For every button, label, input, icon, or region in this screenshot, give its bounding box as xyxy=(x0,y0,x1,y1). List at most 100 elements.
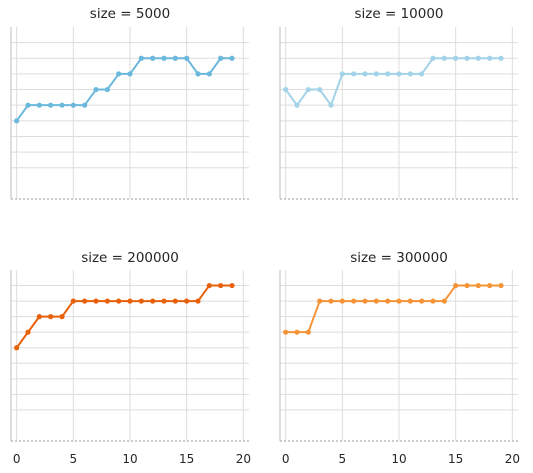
panel-size-5000: size = 5000 xyxy=(10,6,249,200)
data-point xyxy=(229,282,235,289)
data-point xyxy=(93,86,99,93)
data-point xyxy=(195,71,201,77)
x-tick-label: 20 xyxy=(236,452,251,466)
data-point xyxy=(82,298,88,304)
data-point xyxy=(93,298,99,304)
data-point xyxy=(138,55,144,61)
data-point xyxy=(464,282,470,289)
data-point xyxy=(373,298,379,304)
x-tick-label: 10 xyxy=(122,452,137,466)
data-point xyxy=(407,71,413,77)
data-point xyxy=(150,298,156,304)
data-point xyxy=(317,298,323,304)
data-point xyxy=(14,345,20,351)
data-point xyxy=(441,55,447,61)
data-point xyxy=(351,71,357,77)
data-point xyxy=(419,298,425,304)
data-point xyxy=(328,102,334,108)
data-point xyxy=(487,55,493,61)
data-point xyxy=(172,298,178,304)
data-point xyxy=(464,55,470,61)
data-point xyxy=(82,102,88,108)
panel-title: size = 5000 xyxy=(90,6,170,22)
data-point xyxy=(104,298,110,304)
data-point xyxy=(59,314,65,320)
data-point xyxy=(498,282,504,289)
data-point xyxy=(339,71,345,77)
data-point xyxy=(396,298,402,304)
data-point xyxy=(430,55,436,61)
data-point xyxy=(127,298,133,304)
data-point xyxy=(283,86,289,93)
data-point xyxy=(441,298,447,304)
x-tick-label: 0 xyxy=(282,452,290,466)
data-point xyxy=(283,329,289,335)
data-point xyxy=(25,329,31,335)
data-point xyxy=(150,55,156,61)
x-tick-label: 15 xyxy=(179,452,194,466)
data-point xyxy=(161,55,167,61)
data-point xyxy=(498,55,504,61)
data-point xyxy=(161,298,167,304)
data-point xyxy=(407,298,413,304)
data-point xyxy=(396,71,402,77)
data-point xyxy=(14,118,20,124)
x-tick-label: 10 xyxy=(391,452,406,466)
data-point xyxy=(328,298,334,304)
data-point xyxy=(487,282,493,289)
series-line xyxy=(285,284,501,334)
data-point xyxy=(294,102,300,108)
data-point xyxy=(339,298,345,304)
panel-size-10000: size = 10000 xyxy=(279,6,518,200)
x-tick-label: 0 xyxy=(13,452,21,466)
x-tick-label: 15 xyxy=(448,452,463,466)
data-point xyxy=(475,55,481,61)
series-line xyxy=(284,57,501,107)
data-point xyxy=(36,102,42,108)
data-point xyxy=(25,102,31,108)
panel-size-200000: size = 200000 0 5 10 15 20 xyxy=(10,250,251,466)
data-point xyxy=(317,86,323,93)
data-point xyxy=(70,102,76,108)
data-point xyxy=(430,298,436,304)
data-point xyxy=(104,86,110,93)
data-point xyxy=(48,102,54,108)
data-point xyxy=(70,298,76,304)
data-point xyxy=(59,102,65,108)
panel-title: size = 200000 xyxy=(81,250,179,266)
data-point xyxy=(351,298,357,304)
data-point xyxy=(48,314,54,320)
x-tick-label: 20 xyxy=(505,452,520,466)
data-point xyxy=(229,55,235,61)
data-point xyxy=(453,55,459,61)
data-point xyxy=(453,282,459,289)
data-point xyxy=(184,55,190,61)
data-point xyxy=(184,298,190,304)
data-point xyxy=(218,282,224,289)
data-point xyxy=(385,71,391,77)
data-point xyxy=(305,329,311,335)
data-point xyxy=(116,298,122,304)
data-point xyxy=(206,282,212,289)
data-point xyxy=(138,298,144,304)
data-point xyxy=(294,329,300,335)
data-point xyxy=(373,71,379,77)
data-point xyxy=(475,282,481,289)
data-point xyxy=(362,71,368,77)
data-point xyxy=(419,71,425,77)
x-tick-label: 5 xyxy=(70,452,78,466)
data-point xyxy=(206,71,212,77)
data-point xyxy=(36,314,42,320)
panel-title: size = 10000 xyxy=(354,6,443,22)
panel-title: size = 300000 xyxy=(350,250,448,266)
data-point xyxy=(127,71,133,77)
data-point xyxy=(305,86,311,93)
data-point xyxy=(385,298,391,304)
panel-size-300000: size = 300000 0 5 10 15 20 xyxy=(279,250,520,466)
data-point xyxy=(195,298,201,304)
data-point xyxy=(172,55,178,61)
data-point xyxy=(362,298,368,304)
data-point xyxy=(116,71,122,77)
data-point xyxy=(218,55,224,61)
